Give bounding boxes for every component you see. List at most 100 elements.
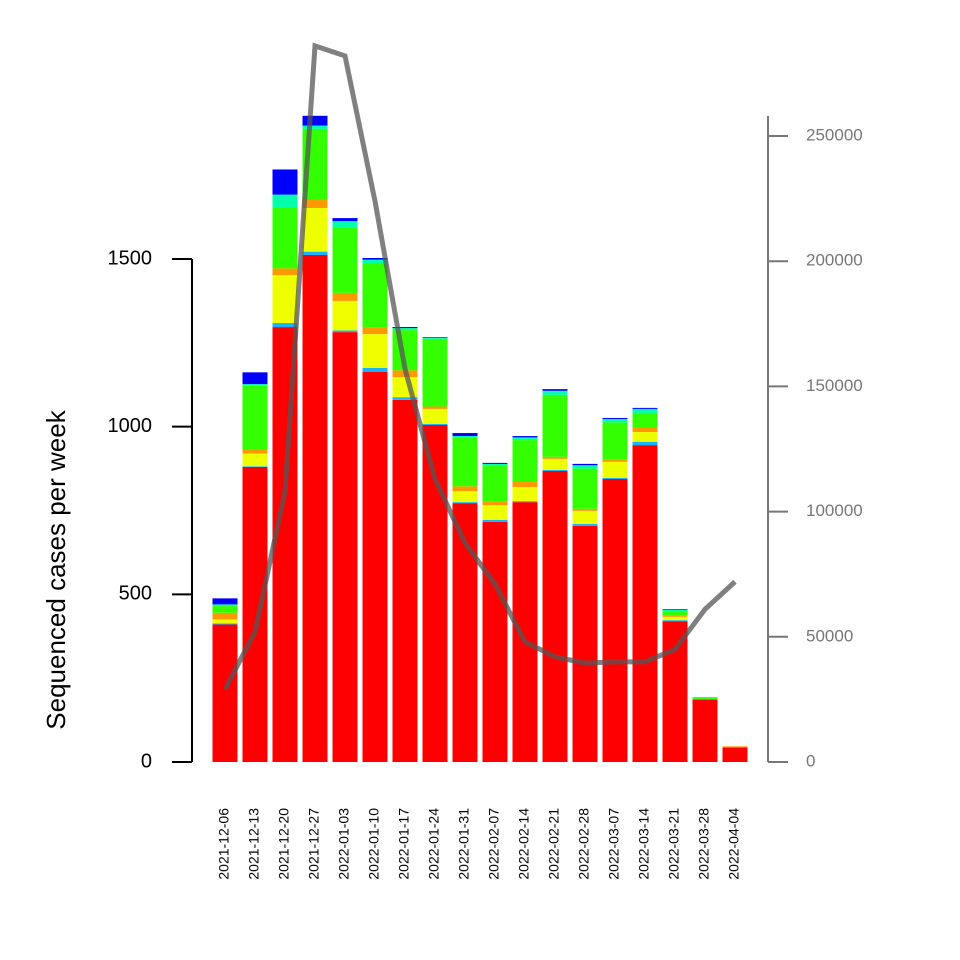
bar-segment [422,337,448,338]
bar-segment [302,115,328,126]
bar-segment [572,508,598,511]
bar-segment [602,461,628,478]
bar-segment [272,268,298,276]
bar-segment [482,521,508,762]
bar-segment [482,462,508,464]
bar-segment [212,624,238,762]
bar-segment [602,417,628,419]
bar-segment [482,465,508,502]
bar-segment [302,125,328,129]
bar-segment [422,338,448,407]
bar-segment [302,208,328,252]
bar-segment [332,221,358,228]
bar-segment [542,390,568,395]
x-tick-label: 2022-01-10 [366,808,382,880]
bar-segment [632,441,658,446]
bar-segment [332,227,358,293]
x-tick-label: 2022-03-14 [636,808,652,880]
bar-segment [512,436,538,438]
bar-segment [632,407,658,409]
x-tick-label: 2022-02-21 [546,808,562,880]
bar-segment [602,422,628,460]
bar-segment [302,251,328,255]
bar-segment [542,394,568,457]
bar-segment [512,440,538,482]
x-tick-label: 2022-04-04 [726,808,742,880]
bar-segment [272,323,298,328]
bar-segment [692,699,718,762]
y2-tick-label: 100000 [806,501,863,520]
bar-segment [512,437,538,441]
y2-tick-label: 50000 [806,626,853,645]
bar-segment [572,463,598,466]
y-tick-label: 1500 [108,247,153,269]
bar-segment [542,469,568,471]
bar-segment [362,372,388,762]
line-series [222,42,737,691]
bar-segment [332,330,358,333]
bar-segment [212,619,238,624]
bar-segment [662,611,688,616]
bar-segment [332,300,358,331]
bar-segment [242,385,268,450]
bar-segment [482,463,508,466]
bar-segment [572,465,598,469]
bar-segment [212,606,238,613]
bar-segment [632,412,658,429]
bar-segment [332,332,358,762]
bar-segment [302,254,328,762]
x-tick-label: 2022-02-14 [516,808,532,880]
bar-segment [362,259,388,264]
bar-segment [392,327,418,329]
bar-segment [422,408,448,424]
bar-segment [362,334,388,368]
bar-segment [512,501,538,503]
bar-segment [422,337,448,339]
bar-segment [302,198,328,209]
bar-segment [512,502,538,762]
bar-segment [242,384,268,386]
bar-segment [362,263,388,328]
bar-segment [722,746,748,747]
bar-segment [632,428,658,433]
x-tick-label: 2022-03-07 [606,808,622,880]
bar-segment [692,696,718,698]
bar-segment [422,423,448,425]
x-tick-label: 2021-12-20 [276,808,292,880]
bar-segment [602,478,628,762]
bar-segment [272,275,298,324]
bar-segment [632,445,658,762]
bar-segment [542,389,568,391]
y2-tick-label: 150000 [806,376,863,395]
y2-tick-label: 0 [806,751,815,770]
bar-segment [452,486,478,492]
bar-segment [452,433,478,437]
bar-segment [482,505,508,520]
y-tick-label: 1000 [108,415,153,437]
bar-segment [212,623,238,625]
bar-segment [362,327,388,335]
bar-segment [392,399,418,762]
bar-segment [662,609,688,610]
bar-segment [602,418,628,423]
bar-segment [452,491,478,503]
bar-segment [212,604,238,607]
bar-segment [392,397,418,400]
bar-segment [662,615,688,617]
x-tick-label: 2021-12-27 [306,808,322,880]
bar-segment [572,510,598,524]
bar-segment [272,194,298,208]
bar-segment [212,598,238,605]
bar-segment [572,525,598,762]
bar-segment [242,453,268,467]
bar-segment [542,470,568,762]
bar-segment [242,449,268,454]
bar-segment [662,609,688,612]
bar-segment [512,481,538,488]
x-tick-label: 2022-01-31 [456,808,472,880]
bar-segment [632,408,658,413]
bar-segment [452,436,478,438]
bar-segment [452,502,478,504]
bar-segment [662,616,688,621]
